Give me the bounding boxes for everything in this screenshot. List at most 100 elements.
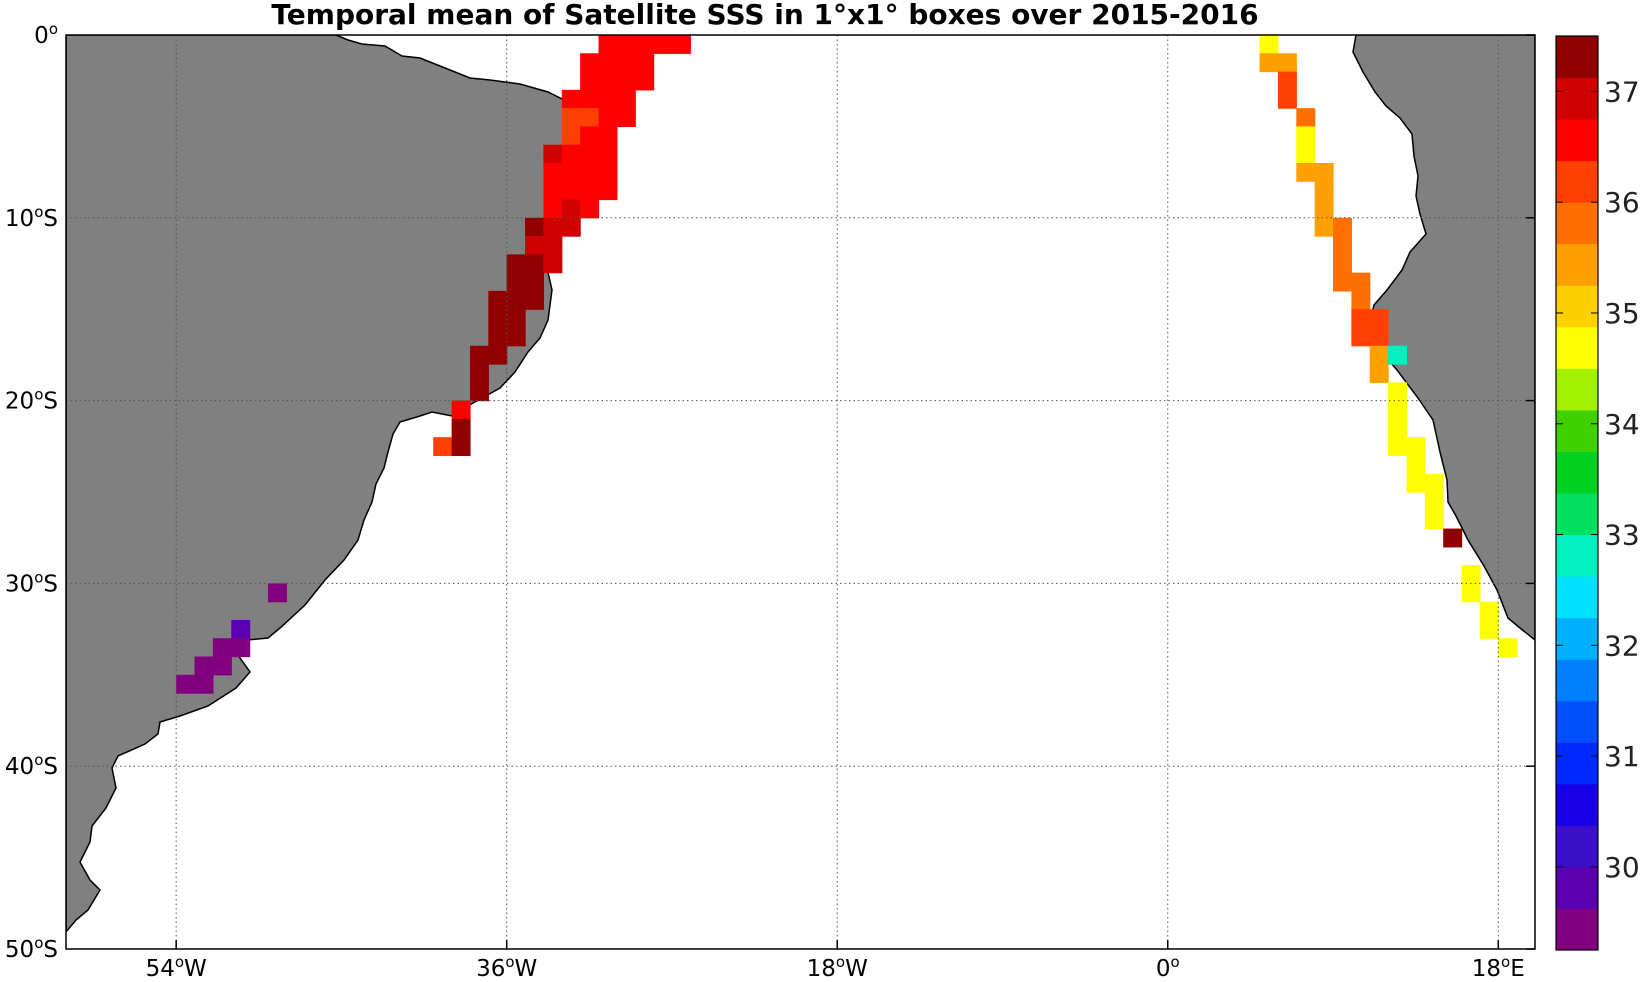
salinity-cell bbox=[231, 619, 251, 639]
tick-label: 0o bbox=[1156, 953, 1180, 982]
salinity-cell bbox=[543, 236, 563, 255]
salinity-cell bbox=[598, 53, 618, 73]
tick-label: 40oS bbox=[5, 751, 58, 780]
salinity-cell bbox=[543, 254, 563, 274]
tick-label: 54oW bbox=[146, 953, 207, 982]
salinity-cell bbox=[1259, 53, 1279, 73]
colorbar-segment bbox=[1556, 285, 1598, 328]
salinity-cell bbox=[1296, 108, 1316, 127]
salinity-cell bbox=[1296, 162, 1316, 182]
salinity-cell bbox=[525, 254, 545, 274]
colorbar-segment bbox=[1556, 908, 1598, 951]
salinity-cell bbox=[525, 217, 545, 237]
colorbar-tick-label: 32 bbox=[1604, 629, 1640, 662]
salinity-cell bbox=[1479, 601, 1499, 621]
salinity-cell bbox=[1351, 327, 1371, 347]
latitude-tick-labels: 0o 10oS 20oS 30oS 40oS 50oS bbox=[5, 20, 58, 963]
salinity-cell bbox=[561, 199, 581, 219]
colorbar-tick-label: 31 bbox=[1604, 740, 1640, 773]
salinity-cell bbox=[580, 71, 600, 91]
colorbar-segment bbox=[1556, 534, 1598, 577]
salinity-cell bbox=[1388, 382, 1408, 402]
salinity-cell bbox=[580, 199, 600, 219]
salinity-cell bbox=[506, 290, 526, 310]
salinity-cell bbox=[580, 162, 600, 182]
salinity-cell bbox=[433, 437, 453, 457]
salinity-cell bbox=[1314, 199, 1334, 219]
salinity-cell bbox=[525, 272, 545, 292]
salinity-cell bbox=[1461, 565, 1481, 584]
tick-label: 18oE bbox=[1472, 953, 1525, 982]
salinity-cell bbox=[1369, 309, 1389, 329]
salinity-cell bbox=[543, 217, 563, 237]
colorbar-segment bbox=[1556, 576, 1598, 619]
colorbar: 30 31 32 33 34 35 36 37 bbox=[1555, 35, 1640, 951]
salinity-cell bbox=[451, 437, 471, 457]
colorbar-segment bbox=[1556, 368, 1598, 411]
salinity-cell bbox=[561, 108, 581, 127]
salinity-cell bbox=[561, 217, 581, 237]
salinity-cell bbox=[598, 35, 618, 54]
salinity-cell bbox=[469, 345, 489, 365]
salinity-cell bbox=[1369, 345, 1389, 365]
colorbar-segment bbox=[1556, 700, 1598, 743]
colorbar-segment bbox=[1556, 409, 1598, 452]
salinity-cell bbox=[194, 674, 214, 694]
salinity-cell bbox=[580, 144, 600, 164]
colorbar-segment bbox=[1556, 783, 1598, 826]
salinity-cell bbox=[1333, 272, 1352, 292]
salinity-cell bbox=[488, 290, 508, 310]
salinity-cell bbox=[451, 400, 471, 420]
salinity-cell bbox=[176, 674, 196, 694]
colorbar-segment bbox=[1556, 493, 1598, 536]
tick-label: 10oS bbox=[5, 203, 58, 232]
salinity-cell bbox=[616, 108, 636, 127]
salinity-cell bbox=[469, 364, 489, 383]
salinity-cell bbox=[488, 345, 508, 365]
salinity-cell bbox=[580, 53, 600, 73]
longitude-tick-labels: 54oW 36oW 18oW 0o 18oE bbox=[146, 953, 1525, 982]
salinity-cell bbox=[1314, 162, 1334, 182]
colorbar-segment bbox=[1556, 160, 1598, 203]
salinity-cell bbox=[525, 236, 545, 255]
colorbar-segment bbox=[1556, 119, 1598, 162]
tick-label: 50oS bbox=[5, 934, 58, 963]
salinity-cell bbox=[543, 144, 563, 164]
colorbar-segment bbox=[1556, 451, 1598, 494]
salinity-cell bbox=[1461, 583, 1481, 603]
salinity-cell bbox=[1369, 327, 1389, 347]
salinity-cell bbox=[1388, 418, 1408, 438]
salinity-cell bbox=[580, 126, 600, 146]
salinity-cell bbox=[506, 272, 526, 292]
salinity-cell bbox=[1351, 309, 1371, 329]
plot-frame bbox=[65, 34, 1536, 950]
colorbar-tick-label: 36 bbox=[1604, 186, 1640, 219]
salinity-cell bbox=[451, 418, 471, 438]
salinity-cell bbox=[580, 89, 600, 109]
salinity-cell bbox=[543, 199, 563, 219]
salinity-cell bbox=[1388, 437, 1408, 457]
salinity-cell bbox=[1406, 437, 1426, 457]
salinity-cell bbox=[1314, 217, 1334, 237]
salinity-cell bbox=[1296, 126, 1316, 146]
colorbar-frame bbox=[1555, 35, 1599, 951]
salinity-cell bbox=[506, 254, 526, 274]
colorbar-segment bbox=[1556, 617, 1598, 660]
salinity-cell bbox=[598, 126, 618, 146]
salinity-cell bbox=[561, 126, 581, 146]
salinity-cell bbox=[561, 144, 581, 164]
tick-label: 0o bbox=[34, 20, 58, 49]
salinity-cell bbox=[616, 53, 636, 73]
colorbar-tick-label: 35 bbox=[1604, 297, 1640, 330]
tick-label: 18oW bbox=[807, 953, 868, 982]
salinity-cell bbox=[1388, 400, 1408, 420]
salinity-cell bbox=[194, 656, 214, 676]
colorbar-tick-label: 34 bbox=[1604, 408, 1640, 441]
salinity-cell bbox=[1296, 144, 1316, 164]
salinity-cell bbox=[1424, 510, 1444, 530]
salinity-cell bbox=[616, 35, 636, 54]
salinity-cell bbox=[1406, 473, 1426, 493]
salinity-cell bbox=[543, 162, 563, 182]
salinity-cell bbox=[212, 638, 232, 658]
colorbar-segment bbox=[1556, 77, 1598, 120]
